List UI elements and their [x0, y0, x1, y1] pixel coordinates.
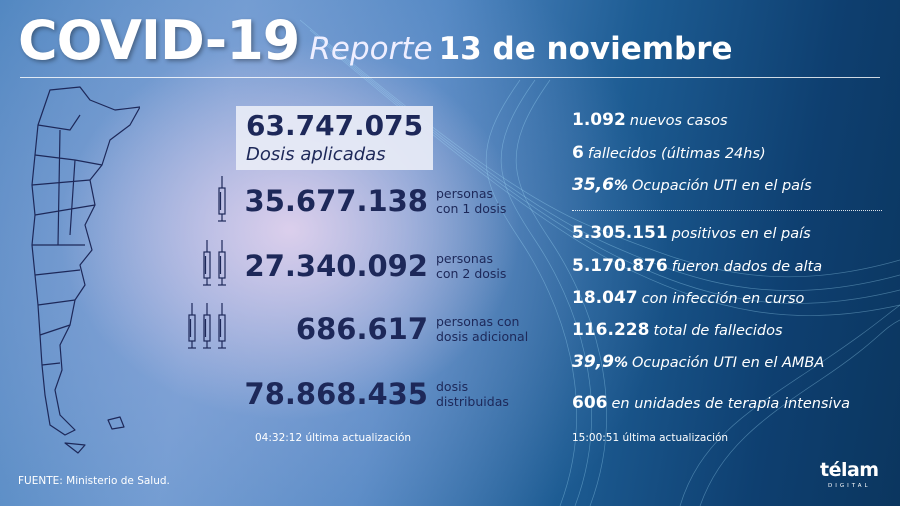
vaccine-value: 686.617 [295, 312, 428, 346]
vaccine-label: personas con dosis adicional [436, 314, 529, 344]
vaccine-update: 04:32:12 última actualización [255, 432, 412, 444]
argentina-map [31, 86, 140, 454]
vaccine-row-distributed: 78.868.435 dosis distribuidas [236, 376, 566, 416]
vaccine-label: personas con 2 dosis [436, 251, 507, 281]
vaccine-row-1-dose: 35.677.138 personas con 1 dosis [236, 183, 566, 223]
report-date: 13 de noviembre [438, 31, 733, 67]
vaccine-value: 27.340.092 [244, 249, 428, 283]
stat-new-cases: 1.092 nuevos casos [572, 110, 728, 130]
vaccine-label: dosis distribuidas [436, 379, 509, 409]
syringe-icon [216, 176, 228, 230]
telam-logo: télam DIGITAL [820, 459, 879, 489]
dotted-divider [572, 210, 882, 211]
total-doses-box: 63.747.075 Dosis aplicadas [236, 106, 434, 170]
report-label: Reporte [309, 31, 433, 67]
stat-positives: 5.305.151 positivos en el país [572, 223, 811, 243]
syringe-icon [216, 240, 228, 294]
syringe-icon [201, 303, 213, 357]
source: FUENTE: Ministerio de Salud. [18, 475, 170, 487]
stat-icu-amba: 39,9% Ocupación UTI en el AMBA [572, 352, 825, 372]
stat-active: 18.047 con infección en curso [572, 288, 805, 308]
stat-total-deaths: 116.228 total de fallecidos [572, 320, 783, 340]
stat-icu-country: 35,6% Ocupación UTI en el país [572, 175, 812, 195]
title: COVID-19 [18, 9, 300, 72]
vaccine-row-additional: 686.617 personas con dosis adicional [236, 311, 566, 351]
vaccine-row-2-doses: 27.340.092 personas con 2 dosis [236, 248, 566, 288]
stat-discharged: 5.170.876 fueron dados de alta [572, 256, 823, 276]
syringe-icon [201, 240, 213, 294]
vaccine-label: personas con 1 dosis [436, 186, 507, 216]
total-doses-value: 63.747.075 [246, 109, 424, 142]
vaccine-value: 78.868.435 [244, 377, 428, 411]
header: COVID-19 Reporte 13 de noviembre [18, 8, 733, 87]
stat-icu-patients: 606 en unidades de terapia intensiva [572, 393, 850, 413]
stats-update: 15:00:51 última actualización [572, 432, 729, 444]
vaccine-value: 35.677.138 [244, 184, 428, 218]
total-doses-label: Dosis aplicadas [246, 144, 386, 165]
syringe-icon [186, 303, 198, 357]
divider [20, 77, 880, 78]
stat-deaths-24h: 6 fallecidos (últimas 24hs) [572, 143, 766, 163]
syringe-icon [216, 303, 228, 357]
